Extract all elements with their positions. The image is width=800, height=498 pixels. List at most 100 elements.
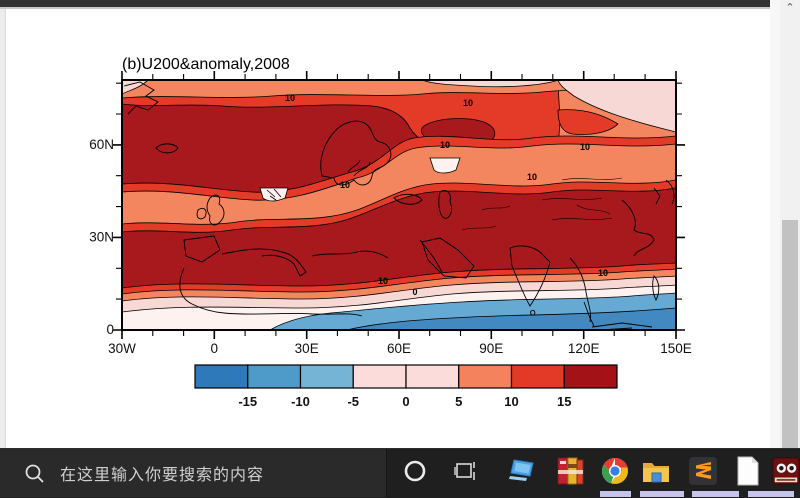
my-computer-button[interactable]	[507, 456, 537, 486]
colorbar-labels: -15 -10 -5 0 5 10 15	[238, 394, 571, 409]
chrome-icon	[601, 457, 628, 484]
coast-greenland	[123, 81, 159, 115]
coast-black-sea	[393, 193, 423, 205]
search-icon	[25, 464, 44, 483]
task-view-button[interactable]	[452, 456, 482, 486]
coastlines	[123, 81, 675, 330]
sublime-text-icon	[689, 457, 717, 485]
xtick-label: 30E	[295, 341, 319, 356]
coast-ireland	[196, 207, 207, 220]
colorbar-label: -15	[238, 394, 257, 409]
xtick-label: 150E	[660, 341, 692, 356]
colorbar-cell	[458, 364, 513, 389]
colorbar-label: 15	[557, 394, 571, 409]
coast-baltic	[347, 159, 371, 177]
band-salmon-mid	[122, 143, 676, 225]
xtick-label: 90E	[479, 341, 503, 356]
colorbar-label: -5	[347, 394, 359, 409]
band-pink-top-sliver	[421, 80, 559, 88]
xtick-label: 0	[211, 341, 219, 356]
contour-plot: (b)U200&anomaly,2008	[89, 56, 692, 409]
contour-label: 10	[440, 140, 450, 150]
band-pink-ne-corner	[557, 80, 676, 133]
x-axis-labels: 30W 0 30E 60E 90E 120E 150E	[108, 341, 692, 356]
axis-ticks	[113, 71, 685, 339]
scrollbar-thumb[interactable]	[782, 220, 798, 448]
contour-label: 10	[598, 268, 608, 278]
map-canvas: 10 10 10 10 10 10 0 10 10	[122, 80, 676, 330]
colorbar	[194, 364, 618, 389]
ytick-label: 0	[106, 322, 114, 337]
plot-title: (b)U200&anomaly,2008	[122, 56, 290, 73]
borders-china-provinces	[541, 177, 623, 221]
colorbar-cell	[405, 364, 460, 389]
coast-iberia	[183, 235, 221, 263]
running-indicator	[600, 491, 631, 497]
colorbar-label: 5	[455, 394, 462, 409]
coast-britain	[206, 194, 225, 226]
xtick-label: 30W	[108, 341, 136, 356]
contour-label: 10	[463, 98, 473, 108]
contour-label: 10	[378, 276, 388, 286]
alps-hatch-marks	[266, 188, 282, 201]
ytick-label: 60N	[89, 137, 114, 152]
band-white-patch-alps	[259, 187, 289, 202]
chrome-button[interactable]	[600, 456, 630, 486]
coast-india	[509, 245, 551, 307]
cortana-button[interactable]	[400, 456, 430, 486]
colorbar-cell	[510, 364, 565, 389]
contour-label: 10	[285, 93, 295, 103]
colorbar-cell	[563, 364, 618, 389]
coast-arabia-redsea	[419, 237, 475, 279]
ytick-label: 30N	[89, 229, 114, 244]
coast-med-east	[311, 250, 389, 259]
borders-central-asia	[461, 205, 511, 231]
colorbar-cell	[352, 364, 407, 389]
coast-iceland	[155, 143, 179, 154]
coast-africa-west	[179, 267, 363, 317]
folder-icon	[643, 463, 669, 483]
running-indicator	[640, 491, 684, 497]
xtick-label: 120E	[568, 341, 600, 356]
computer-icon	[509, 459, 534, 481]
coast-srilanka	[530, 309, 536, 316]
running-indicator	[692, 491, 739, 497]
contour-label: 10	[340, 180, 350, 190]
colorbar-cell	[247, 364, 302, 389]
sublime-text-button[interactable]	[688, 456, 718, 486]
coast-china-east	[621, 199, 655, 257]
window-top-bar	[0, 0, 772, 9]
band-red-tongue-ne	[557, 109, 619, 135]
scrollbar-gap	[770, 0, 780, 448]
xtick-label: 60E	[387, 341, 411, 356]
file-explorer-button[interactable]	[641, 456, 671, 486]
red-app-icon	[772, 457, 800, 485]
colorbar-cell	[299, 364, 354, 389]
colorbar-label: -10	[291, 394, 310, 409]
coast-italy-med	[221, 248, 307, 277]
colorbar-cell	[194, 364, 249, 389]
coast-indochina-malay	[569, 257, 595, 327]
band-white-patch-casp	[429, 157, 461, 174]
red-app-button[interactable]	[772, 456, 800, 486]
contour-label: 0	[412, 287, 417, 297]
running-indicator	[748, 491, 794, 497]
coast-scandinavia	[320, 120, 392, 186]
taskbar-search-input[interactable]: 在这里输入你要搜索的内容	[0, 449, 387, 497]
left-margin-strip	[0, 9, 6, 448]
document-icon	[737, 456, 759, 486]
coast-philippines	[652, 275, 660, 302]
colorbar-label: 10	[504, 394, 518, 409]
winrar-button[interactable]	[555, 456, 585, 486]
cortana-icon	[404, 460, 426, 482]
task-view-icon	[454, 462, 475, 480]
coast-caspian-sea	[438, 190, 453, 219]
winrar-icon	[557, 457, 584, 485]
contour-labels: 10 10 10 10 10 10 0 10 10	[285, 93, 608, 297]
document-button[interactable]	[733, 456, 763, 486]
coast-korea-japan	[653, 179, 675, 205]
contour-label: 10	[580, 142, 590, 152]
y-axis-labels: 60N 30N 0	[89, 137, 114, 337]
scrollbar-up-arrow-icon[interactable]: ⌃	[785, 2, 795, 14]
search-placeholder-text: 在这里输入你要搜索的内容	[60, 467, 265, 484]
